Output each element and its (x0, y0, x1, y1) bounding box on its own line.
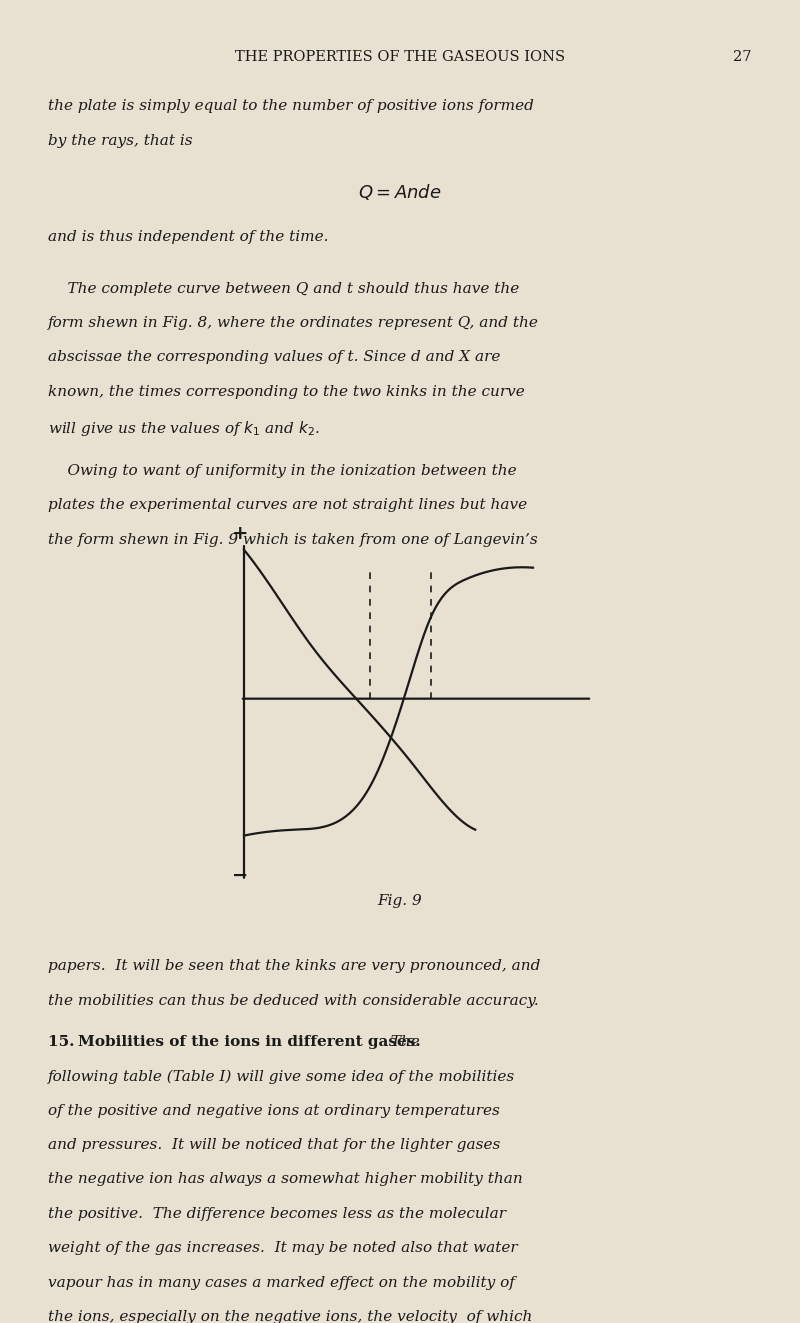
Text: Mobilities of the ions in different gases.: Mobilities of the ions in different gase… (78, 1035, 421, 1049)
Text: and is thus independent of the time.: and is thus independent of the time. (48, 230, 329, 243)
Text: the negative ion has always a somewhat higher mobility than: the negative ion has always a somewhat h… (48, 1172, 522, 1187)
Text: plates the experimental curves are not straight lines but have: plates the experimental curves are not s… (48, 499, 527, 512)
Text: vapour has in many cases a marked effect on the mobility of: vapour has in many cases a marked effect… (48, 1275, 515, 1290)
Text: $Q = Ande$: $Q = Ande$ (358, 181, 442, 202)
Text: weight of the gas increases.  It may be noted also that water: weight of the gas increases. It may be n… (48, 1241, 518, 1256)
Text: known, the times corresponding to the two kinks in the curve: known, the times corresponding to the tw… (48, 385, 525, 398)
Text: abscissae the corresponding values of t. Since d and X are: abscissae the corresponding values of t.… (48, 351, 500, 364)
Text: +: + (232, 525, 248, 544)
Text: Owing to want of uniformity in the ionization between the: Owing to want of uniformity in the ioniz… (48, 464, 517, 478)
Text: −: − (232, 868, 248, 885)
Text: The complete curve between Q and t should thus have the: The complete curve between Q and t shoul… (48, 282, 519, 295)
Text: 27: 27 (734, 50, 752, 65)
Text: of the positive and negative ions at ordinary temperatures: of the positive and negative ions at ord… (48, 1103, 500, 1118)
Text: following table (Table I) will give some idea of the mobilities: following table (Table I) will give some… (48, 1069, 515, 1084)
Text: the ions, especially on the negative ions, the velocity  of which: the ions, especially on the negative ion… (48, 1310, 532, 1323)
Text: the plate is simply equal to the number of positive ions formed: the plate is simply equal to the number … (48, 99, 534, 114)
Text: and pressures.  It will be noticed that for the lighter gases: and pressures. It will be noticed that f… (48, 1138, 500, 1152)
Text: the form shewn in Fig. 9 which is taken from one of Langevin’s: the form shewn in Fig. 9 which is taken … (48, 533, 538, 546)
Text: The: The (381, 1035, 419, 1049)
Text: THE PROPERTIES OF THE GASEOUS IONS: THE PROPERTIES OF THE GASEOUS IONS (235, 50, 565, 65)
Text: papers.  It will be seen that the kinks are very pronounced, and: papers. It will be seen that the kinks a… (48, 959, 540, 974)
Text: will give us the values of $k_1$ and $k_2$.: will give us the values of $k_1$ and $k_… (48, 419, 320, 438)
Text: the mobilities can thus be deduced with considerable accuracy.: the mobilities can thus be deduced with … (48, 994, 538, 1008)
Text: the positive.  The difference becomes less as the molecular: the positive. The difference becomes les… (48, 1207, 506, 1221)
Text: by the rays, that is: by the rays, that is (48, 134, 193, 148)
Text: Fig. 9: Fig. 9 (378, 894, 422, 908)
Text: 15.: 15. (48, 1035, 85, 1049)
Text: form shewn in Fig. 8, where the ordinates represent Q, and the: form shewn in Fig. 8, where the ordinate… (48, 316, 539, 329)
